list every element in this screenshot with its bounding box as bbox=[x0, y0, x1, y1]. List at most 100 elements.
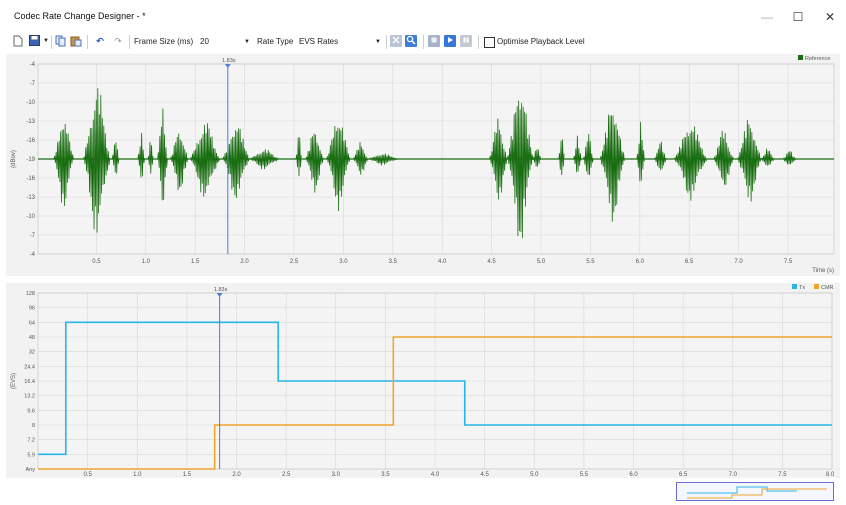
legend-swatch-cmr bbox=[814, 284, 819, 289]
new-file-icon[interactable] bbox=[12, 35, 24, 47]
y-tick-label: -19 bbox=[26, 157, 35, 163]
series-line-cmr bbox=[38, 336, 832, 470]
chevron-down-icon: ▼ bbox=[375, 39, 381, 45]
y-tick-label: -7 bbox=[30, 233, 36, 239]
y-tick-label: 128 bbox=[26, 291, 35, 297]
waveform-segment bbox=[654, 141, 667, 171]
window-titlebar: Codec Rate Change Designer - * — ☐ ✕ bbox=[0, 0, 846, 32]
waveform-segment bbox=[137, 132, 146, 178]
undo-icon[interactable]: ↶ bbox=[96, 36, 104, 46]
redo-icon[interactable]: ↷ bbox=[114, 36, 122, 46]
rate-type-select[interactable]: EVS Rates ▼ bbox=[299, 36, 383, 48]
pause-icon[interactable] bbox=[460, 35, 472, 47]
x-tick-label: 3.0 bbox=[339, 259, 348, 265]
copy-icon[interactable] bbox=[55, 35, 67, 47]
x-tick-label: 2.0 bbox=[240, 259, 249, 265]
waveform-segment bbox=[53, 123, 74, 206]
close-button[interactable]: ✕ bbox=[824, 10, 836, 24]
y-tick-label: -13 bbox=[26, 119, 35, 125]
legend-label-tx: Tx bbox=[799, 285, 805, 291]
cursor-time-label: 1.83s bbox=[214, 287, 228, 293]
x-tick-label: 7.0 bbox=[734, 259, 743, 265]
waveform-segment bbox=[111, 142, 120, 174]
y-tick-label: 48 bbox=[29, 335, 35, 341]
toolbar-separator bbox=[386, 35, 387, 49]
plot-border bbox=[37, 292, 833, 470]
x-tick-label: 4.0 bbox=[431, 472, 440, 478]
dropdown-arrow-icon[interactable]: ▼ bbox=[43, 38, 49, 44]
save-icon[interactable] bbox=[28, 35, 40, 47]
toolbar-separator bbox=[478, 35, 479, 49]
play-icon[interactable] bbox=[444, 35, 456, 47]
legend-swatch-reference bbox=[798, 55, 803, 60]
waveform-segment bbox=[189, 123, 220, 197]
waveform-segment bbox=[599, 114, 625, 222]
x-tick-label: 5.0 bbox=[530, 472, 539, 478]
x-tick-label: 5.5 bbox=[586, 259, 595, 265]
y-tick-label: Any bbox=[26, 467, 36, 473]
y-tick-label: -10 bbox=[26, 214, 35, 220]
waveform-segment bbox=[507, 100, 534, 239]
zoom-icon[interactable] bbox=[405, 35, 417, 47]
toolbar: ▼ ↶ ↷ Frame Size (ms) 20 ▼ Rate Type EVS… bbox=[0, 32, 846, 52]
frame-size-select[interactable]: 20 ▼ bbox=[200, 36, 252, 48]
waveform-segment bbox=[147, 142, 154, 174]
x-tick-label: 1.5 bbox=[183, 472, 192, 478]
reference-waveform-chart[interactable]: 0.5 1.0 1.5 2.0 2.5 3.0 3.5 4.0 4.5 5.0 5.5 6.0 6.5 7… bbox=[6, 54, 840, 276]
waveform-segment bbox=[782, 151, 797, 165]
x-tick-label: 5.5 bbox=[580, 472, 589, 478]
cursor-marker-icon bbox=[216, 293, 223, 297]
x-tick-label: 2.5 bbox=[290, 259, 299, 265]
waveform-segment bbox=[489, 118, 508, 200]
chevron-down-icon: ▼ bbox=[244, 39, 250, 45]
x-tick-label: 4.5 bbox=[487, 259, 496, 265]
x-tick-label: 2.0 bbox=[232, 472, 241, 478]
waveform-segment bbox=[532, 149, 541, 167]
x-tick-label: 6.0 bbox=[629, 472, 638, 478]
stop-icon[interactable] bbox=[428, 35, 440, 47]
toolbar-separator bbox=[129, 35, 130, 49]
waveform-segment bbox=[83, 88, 111, 233]
waveform-segment bbox=[636, 121, 645, 182]
x-tick-label: 2.5 bbox=[282, 472, 291, 478]
x-tick-label: 0.5 bbox=[92, 259, 101, 265]
x-tick-label: 3.0 bbox=[332, 472, 341, 478]
cursor-time-label: 1.83s bbox=[222, 58, 236, 64]
y-axis-label: (dBov) bbox=[11, 150, 17, 168]
x-tick-label: 3.5 bbox=[389, 259, 398, 265]
waveform-segment bbox=[583, 134, 594, 175]
x-tick-label: 0.5 bbox=[83, 472, 92, 478]
y-tick-label: -10 bbox=[26, 100, 35, 106]
x-tick-label: 6.5 bbox=[685, 259, 694, 265]
waveform-segment bbox=[326, 126, 351, 212]
reference-chart-panel[interactable]: 0.5 1.0 1.5 2.0 2.5 3.0 3.5 4.0 4.5 5.0 5.5 6.0 6.5 7… bbox=[6, 54, 840, 276]
chart-navigator-thumbnail[interactable] bbox=[676, 482, 834, 501]
x-tick-label: 3.5 bbox=[381, 472, 390, 478]
waveform-segment bbox=[157, 108, 168, 201]
legend-swatch-tx bbox=[792, 284, 797, 289]
x-tick-label: 7.5 bbox=[784, 259, 793, 265]
y-tick-label: -13 bbox=[26, 195, 35, 201]
rate-chart-panel[interactable]: 0.5 1.0 1.5 2.0 2.5 3.0 3.5 4.0 4.5 5.0 5.5 6.0 6.5 7… bbox=[6, 283, 840, 478]
frame-size-label: Frame Size (ms) bbox=[134, 37, 194, 46]
y-tick-label: -7 bbox=[30, 81, 36, 87]
x-tick-label: 6.5 bbox=[679, 472, 688, 478]
x-tick-label: 4.0 bbox=[438, 259, 447, 265]
maximize-button[interactable]: ☐ bbox=[792, 10, 804, 24]
zoom-fit-icon[interactable] bbox=[390, 35, 402, 47]
waveform-segment bbox=[713, 130, 734, 185]
evs-rate-chart[interactable]: 0.5 1.0 1.5 2.0 2.5 3.0 3.5 4.0 4.5 5.0 5.5 6.0 6.5 7… bbox=[6, 283, 840, 478]
optimise-playback-label: Optimise Playback Level bbox=[497, 37, 585, 46]
x-tick-label: 1.5 bbox=[191, 259, 200, 265]
optimise-playback-checkbox[interactable] bbox=[484, 37, 495, 48]
minimize-button[interactable]: — bbox=[761, 10, 773, 24]
y-tick-label: 16.4 bbox=[24, 379, 35, 385]
y-tick-label: 32 bbox=[29, 350, 35, 356]
paste-icon[interactable] bbox=[70, 35, 82, 47]
series-line-tx bbox=[38, 321, 832, 456]
x-tick-label: 4.5 bbox=[480, 472, 489, 478]
waveform-segment bbox=[367, 153, 398, 166]
rate-type-label: Rate Type bbox=[257, 37, 294, 46]
waveform-segment bbox=[352, 142, 368, 175]
rate-type-value: EVS Rates bbox=[299, 37, 339, 46]
